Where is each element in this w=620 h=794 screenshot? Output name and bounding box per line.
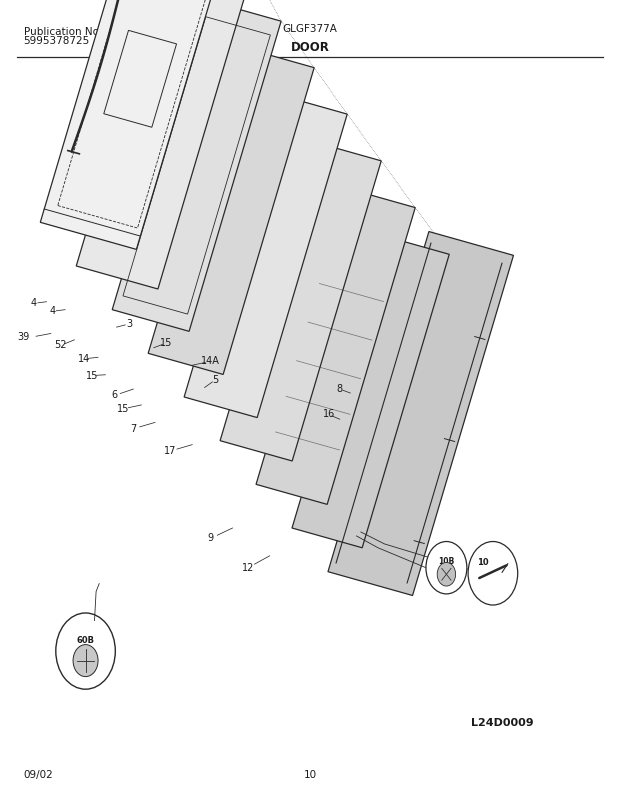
Circle shape <box>468 542 518 605</box>
Polygon shape <box>40 0 236 249</box>
Text: 17: 17 <box>164 446 177 456</box>
Text: 15: 15 <box>86 371 98 380</box>
Text: 15: 15 <box>117 404 129 414</box>
Text: 10B: 10B <box>438 557 454 565</box>
Text: 7: 7 <box>130 424 136 434</box>
Text: L24D0009: L24D0009 <box>471 718 534 727</box>
Text: eReplacementParts.com: eReplacementParts.com <box>234 391 386 403</box>
Text: 3: 3 <box>126 319 132 329</box>
Text: GLGF377A: GLGF377A <box>283 25 337 34</box>
Text: 5995378725: 5995378725 <box>24 37 90 46</box>
Text: 10: 10 <box>477 557 489 567</box>
Text: 14: 14 <box>78 354 90 364</box>
Text: 8: 8 <box>337 384 343 394</box>
Text: 6: 6 <box>112 391 118 400</box>
Polygon shape <box>76 0 253 289</box>
Text: 5: 5 <box>213 375 219 384</box>
Text: 4: 4 <box>31 299 37 308</box>
Circle shape <box>437 562 456 586</box>
Polygon shape <box>328 232 513 596</box>
Text: DOOR: DOOR <box>291 41 329 54</box>
Polygon shape <box>112 0 281 331</box>
Polygon shape <box>256 187 415 504</box>
Circle shape <box>426 542 467 594</box>
Circle shape <box>73 645 98 676</box>
Circle shape <box>56 613 115 689</box>
Polygon shape <box>220 141 381 461</box>
Text: 14A: 14A <box>202 357 220 366</box>
Text: Publication No.: Publication No. <box>24 27 102 37</box>
Text: 15: 15 <box>160 338 172 348</box>
Text: 9: 9 <box>208 534 214 543</box>
Text: 12: 12 <box>242 563 254 572</box>
Text: 52: 52 <box>55 341 67 350</box>
Text: 09/02: 09/02 <box>24 770 53 780</box>
Polygon shape <box>292 234 450 548</box>
Text: 10: 10 <box>303 770 317 780</box>
Polygon shape <box>148 47 314 375</box>
Text: 16: 16 <box>322 410 335 419</box>
Text: 4: 4 <box>50 306 56 316</box>
Polygon shape <box>184 94 347 418</box>
Text: 39: 39 <box>17 333 30 342</box>
Text: 60B: 60B <box>76 636 95 645</box>
